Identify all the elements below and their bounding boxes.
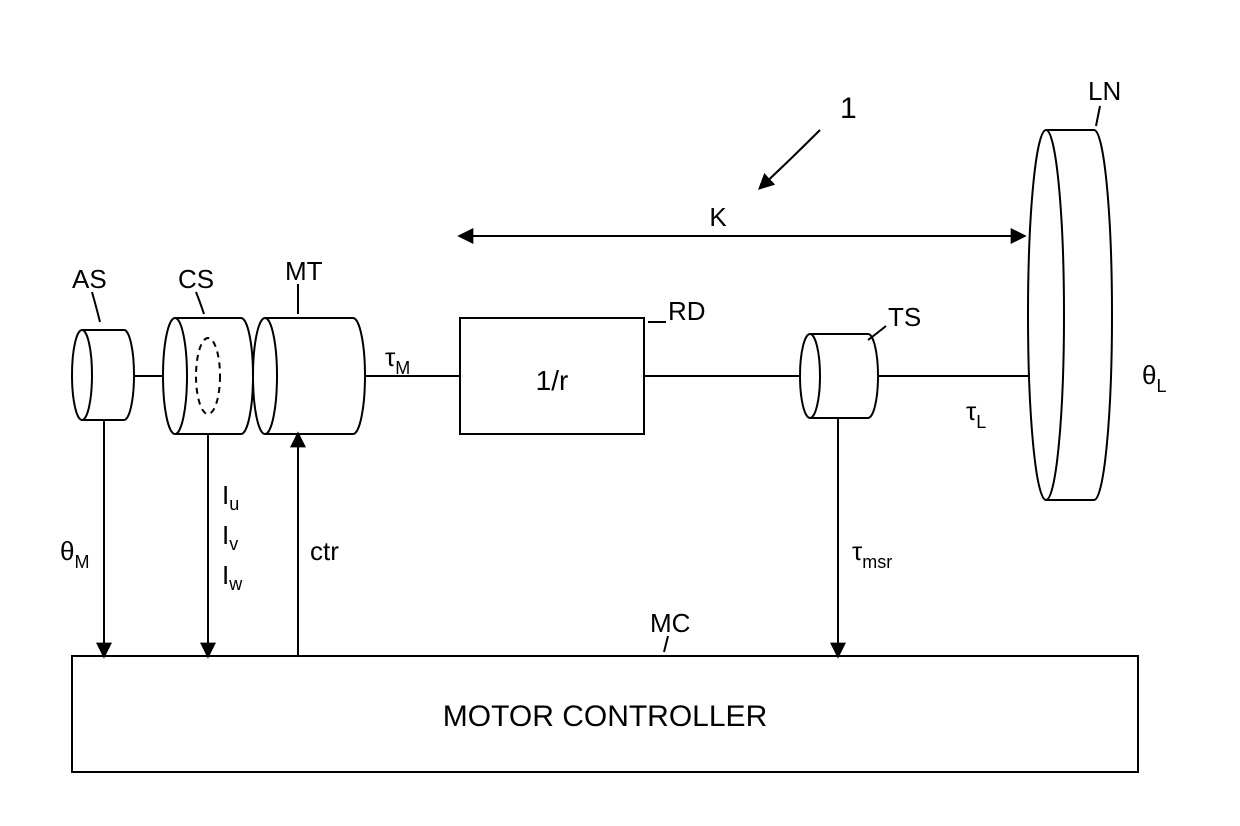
TS-label: TS: [888, 302, 921, 332]
ctr-signal: ctr: [298, 434, 339, 656]
MC-inner: MOTOR CONTROLLER: [443, 700, 767, 733]
AS-block: AS: [72, 264, 134, 420]
svg-text:Iv: Iv: [222, 520, 238, 554]
diagram-canvas: 1 K AS CS MT: [0, 0, 1240, 826]
stiffness-K: K: [460, 202, 1024, 236]
theta-M-signal: θM: [60, 420, 104, 656]
RD-label: RD: [668, 296, 706, 326]
CS-block: CS: [163, 264, 253, 434]
ref-number: 1: [760, 92, 857, 188]
svg-text:Iu: Iu: [222, 480, 239, 514]
RD-inner: 1/r: [536, 365, 569, 396]
ref-number-text: 1: [840, 92, 857, 125]
MC-label: MC: [650, 608, 690, 638]
ctr-label: ctr: [310, 536, 339, 566]
AS-label: AS: [72, 264, 107, 294]
RD-block: 1/r RD: [460, 296, 706, 434]
tau-M-label: τM: [385, 342, 410, 378]
tau-msr-signal: τmsr: [838, 418, 892, 656]
CS-label: CS: [178, 264, 214, 294]
TS-block: TS: [800, 302, 921, 418]
MT-block: MT: [253, 256, 365, 434]
tau-L-label: τL: [966, 396, 986, 432]
svg-text:θL: θL: [1142, 360, 1166, 396]
MT-label: MT: [285, 256, 323, 286]
svg-text:τM: τM: [385, 342, 410, 378]
MC-block: MOTOR CONTROLLER MC: [72, 608, 1138, 772]
theta-L-label: θL: [1142, 360, 1166, 396]
svg-text:τmsr: τmsr: [852, 536, 892, 572]
svg-text:θM: θM: [60, 536, 89, 572]
currents-signal: Iu Iv Iw: [208, 434, 243, 656]
LN-label: LN: [1088, 76, 1121, 106]
svg-text:τL: τL: [966, 396, 986, 432]
svg-text:Iw: Iw: [222, 560, 243, 594]
K-label: K: [709, 202, 727, 232]
LN-block: LN: [1028, 76, 1121, 500]
